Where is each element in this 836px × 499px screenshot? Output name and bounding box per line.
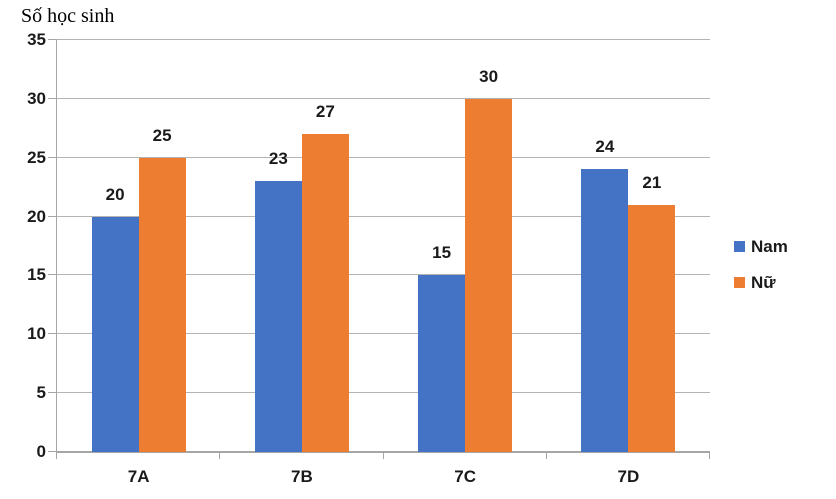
bar-nam-7a	[91, 216, 139, 452]
value-label-nữ-7c: 30	[479, 66, 499, 86]
y-tick-label: 0	[36, 442, 46, 461]
y-tick-label: 20	[27, 206, 46, 226]
y-tick-mark	[48, 156, 57, 158]
y-tick-mark	[48, 451, 57, 452]
bar-nữ-7d	[628, 204, 676, 452]
legend-item-nữ: Nữ	[734, 272, 788, 293]
x-tick-mark	[382, 452, 384, 459]
y-tick-mark	[48, 274, 57, 276]
value-label-nam-7d: 24	[595, 137, 615, 157]
y-tick-label: 35	[27, 30, 46, 49]
legend-label-nam: Nam	[751, 237, 788, 256]
y-axis-line	[56, 40, 57, 459]
value-label-nữ-7b: 27	[315, 102, 335, 122]
gridline	[57, 215, 710, 217]
gridline	[57, 39, 710, 40]
x-tick-mark	[219, 452, 221, 459]
x-category-label-7a: 7A	[127, 467, 150, 486]
x-category-label-7d: 7D	[617, 467, 640, 486]
y-tick-label: 5	[36, 383, 46, 403]
gridline	[57, 392, 710, 394]
legend-item-nam: Nam	[734, 236, 788, 257]
legend: Nam Nữ	[734, 236, 788, 308]
gridline	[57, 97, 710, 99]
y-tick-mark	[48, 392, 57, 394]
x-tick-mark	[709, 452, 710, 459]
y-tick-mark	[48, 97, 57, 99]
gridline	[57, 274, 710, 276]
x-tick-mark	[545, 452, 547, 459]
x-category-label-7c: 7C	[454, 467, 476, 486]
value-label-nam-7a: 20	[105, 184, 125, 204]
gridline	[57, 156, 710, 158]
bar-nam-7c	[418, 275, 466, 452]
chart-title: Số học sinh	[21, 5, 115, 27]
x-tick-mark	[56, 452, 57, 459]
bar-nam-7b	[254, 181, 302, 452]
y-tick-label: 30	[27, 88, 46, 108]
legend-swatch-nữ	[734, 277, 745, 288]
value-label-nữ-7d: 21	[642, 172, 662, 192]
legend-swatch-nam	[734, 241, 745, 252]
bar-nữ-7a	[138, 157, 186, 452]
value-label-nữ-7a: 25	[152, 125, 172, 145]
bar-nữ-7c	[465, 98, 513, 452]
bar-nam-7d	[581, 169, 629, 452]
bar-nữ-7b	[301, 134, 349, 452]
value-label-nam-7b: 23	[268, 149, 288, 169]
x-axis-line	[57, 451, 710, 453]
y-tick-mark	[48, 39, 57, 40]
y-tick-label: 25	[27, 147, 46, 167]
x-category-label-7b: 7B	[291, 467, 313, 486]
legend-label-nữ: Nữ	[751, 273, 776, 292]
gridline	[57, 333, 710, 335]
value-label-nam-7c: 15	[432, 243, 452, 263]
y-tick-label: 10	[27, 324, 46, 344]
y-tick-mark	[48, 215, 57, 217]
y-tick-label: 15	[27, 265, 46, 285]
y-tick-mark	[48, 333, 57, 335]
